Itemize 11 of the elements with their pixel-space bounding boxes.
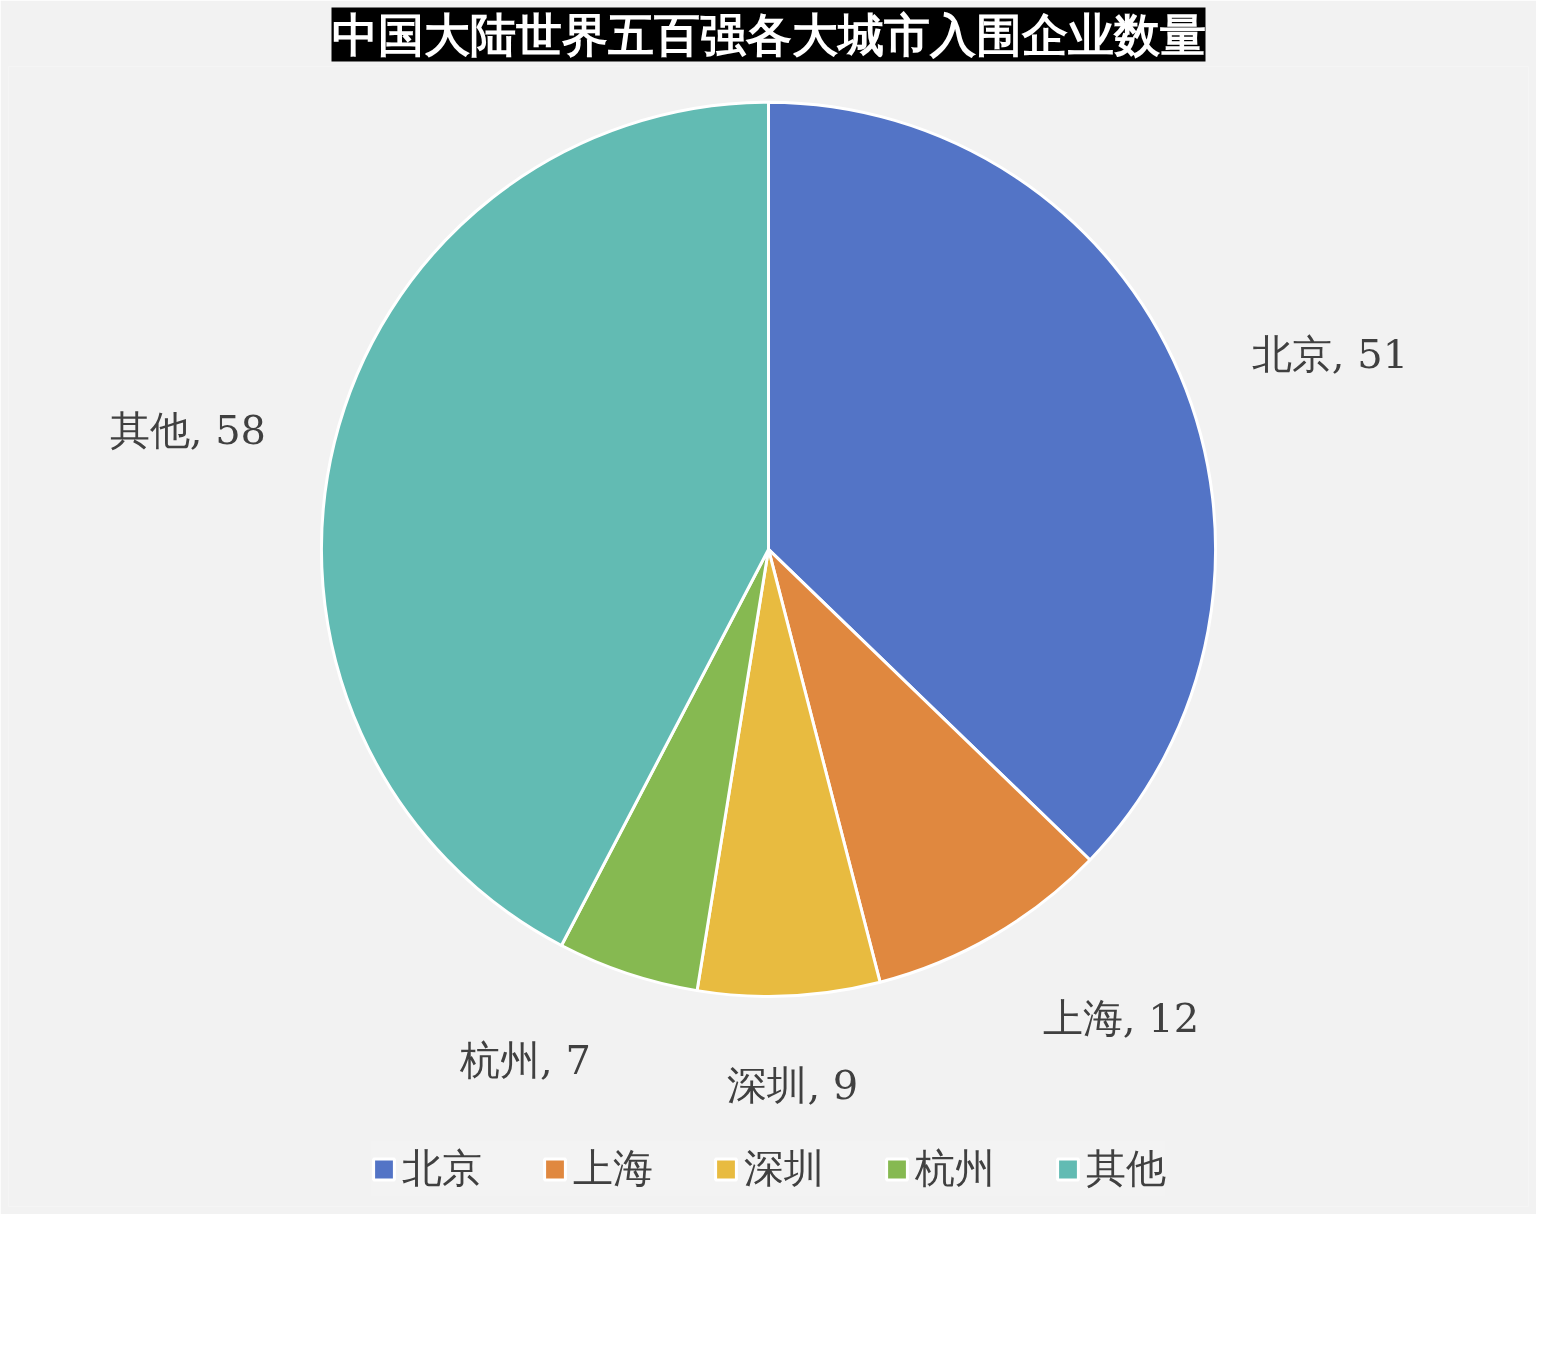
data-label: 上海, 12 — [1042, 994, 1200, 1041]
legend-label: 北京 — [401, 1144, 482, 1193]
data-label: 其他, 58 — [109, 406, 267, 453]
chart-title: 中国大陆世界五百强各大城市入围企业数量 — [331, 7, 1206, 62]
data-label: 深圳, 9 — [727, 1062, 859, 1109]
legend-label: 上海 — [572, 1144, 653, 1193]
legend-label: 其他 — [1085, 1144, 1166, 1193]
data-label: 杭州, 7 — [459, 1037, 591, 1084]
data-label: 北京, 51 — [1251, 330, 1409, 377]
legend-label: 深圳 — [743, 1144, 824, 1193]
legend-label: 杭州 — [914, 1144, 995, 1193]
